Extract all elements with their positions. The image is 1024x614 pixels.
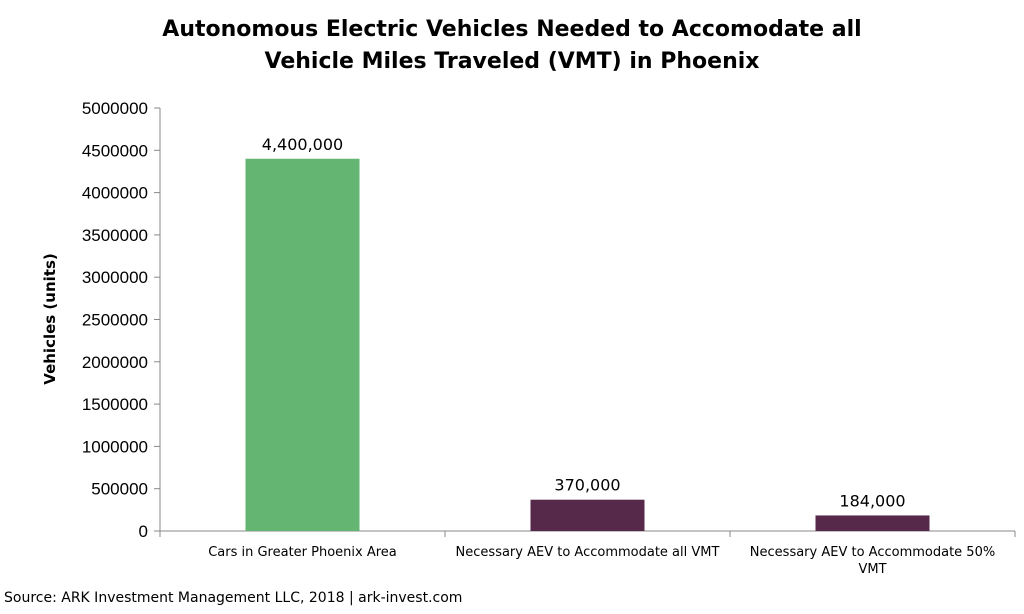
category-label: Cars in Greater Phoenix Area xyxy=(208,545,397,560)
y-tick-label: 2000000 xyxy=(82,353,148,372)
y-axis-ticks: 0 500000 1000000 1500000 2000000 2500000 30000… xyxy=(82,99,160,541)
data-label: 4,400,000 xyxy=(262,135,343,154)
y-tick-label: 500000 xyxy=(91,480,148,499)
category-label: Necessary AEV to Accommodate all VMT xyxy=(456,545,720,560)
source-note: Source: ARK Investment Management LLC, 2… xyxy=(4,590,463,606)
bar xyxy=(815,515,930,531)
y-tick-label: 5000000 xyxy=(82,99,148,118)
chart-title-line-2: Vehicle Miles Traveled (VMT) in Phoenix xyxy=(264,49,760,74)
x-axis-ticks xyxy=(159,531,1016,537)
bar-chart: 0 500000 1000000 1500000 2000000 2500000 30000… xyxy=(41,99,1016,577)
bar xyxy=(530,499,645,531)
category-labels: Cars in Greater Phoenix Area Necessary AE… xyxy=(208,545,995,577)
chart-title-line-1: Autonomous Electric Vehicles Needed to A… xyxy=(162,17,862,42)
chart-title: Autonomous Electric Vehicles Needed to A… xyxy=(0,14,1024,78)
y-tick-label: 1500000 xyxy=(82,395,148,414)
data-label: 370,000 xyxy=(554,476,620,495)
y-tick-label: 3500000 xyxy=(82,226,148,245)
category-label: Necessary AEV to Accommodate 50% VMT xyxy=(750,545,995,577)
y-axis-label: Vehicles (units) xyxy=(41,253,59,384)
y-tick-label: 0 xyxy=(139,522,148,541)
y-tick-label: 3000000 xyxy=(82,268,148,287)
y-tick-label: 1000000 xyxy=(82,437,148,456)
bar xyxy=(245,158,360,531)
data-labels: 4,400,000 370,000 184,000 xyxy=(262,135,906,511)
y-tick-label: 2500000 xyxy=(82,311,148,330)
data-label: 184,000 xyxy=(839,491,905,510)
y-tick-label: 4500000 xyxy=(82,141,148,160)
y-tick-label: 4000000 xyxy=(82,184,148,203)
bars xyxy=(245,158,930,531)
